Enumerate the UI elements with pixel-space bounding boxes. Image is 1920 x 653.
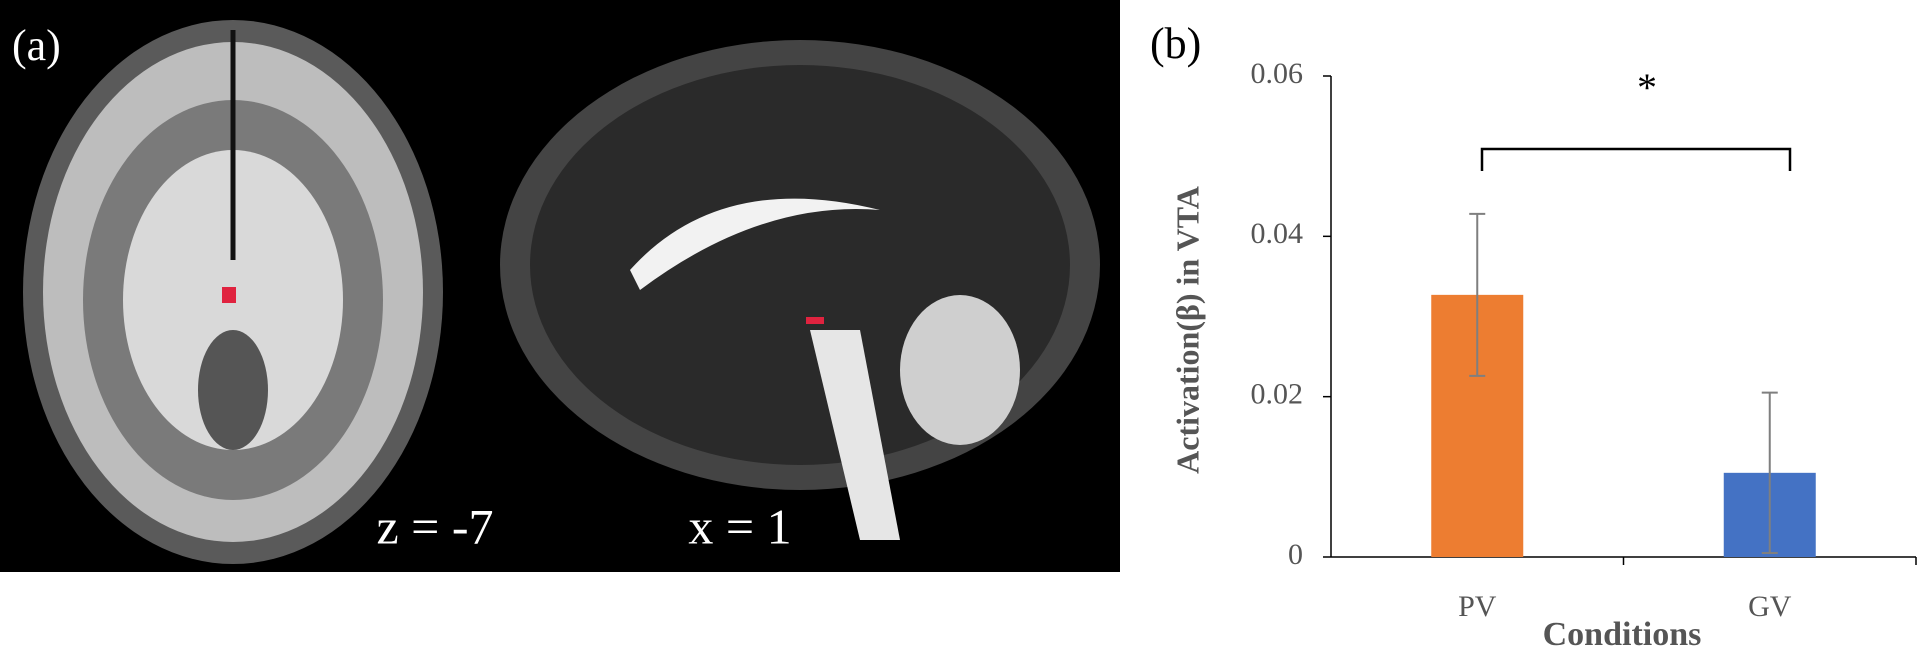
slice-label: z = -7 [376,498,493,554]
y-tick-label: 0.02 [1251,378,1304,411]
x-tick-label: GV [1748,590,1792,623]
x-tick-label: PV [1458,590,1497,623]
vta-roi [222,287,236,303]
vta-roi [806,317,824,324]
y-tick-label: 0.04 [1251,217,1304,250]
panel-label: (a) [12,21,61,70]
significance-bracket [1480,147,1792,171]
sagittal-brain [500,40,1100,540]
error-bar [1761,391,1778,554]
slice-label: x = 1 [688,498,791,554]
y-tick-label: 0.06 [1251,57,1304,90]
error-bar [1469,212,1486,377]
x-axis-title: Conditions [1543,616,1702,653]
y-tick-label: 0 [1288,538,1303,571]
y-axis-title: Activation(β) in VTA [1169,186,1205,474]
significance-marker: * [1637,65,1657,110]
axial-brain [23,20,443,564]
panel-label: (b) [1150,19,1201,68]
